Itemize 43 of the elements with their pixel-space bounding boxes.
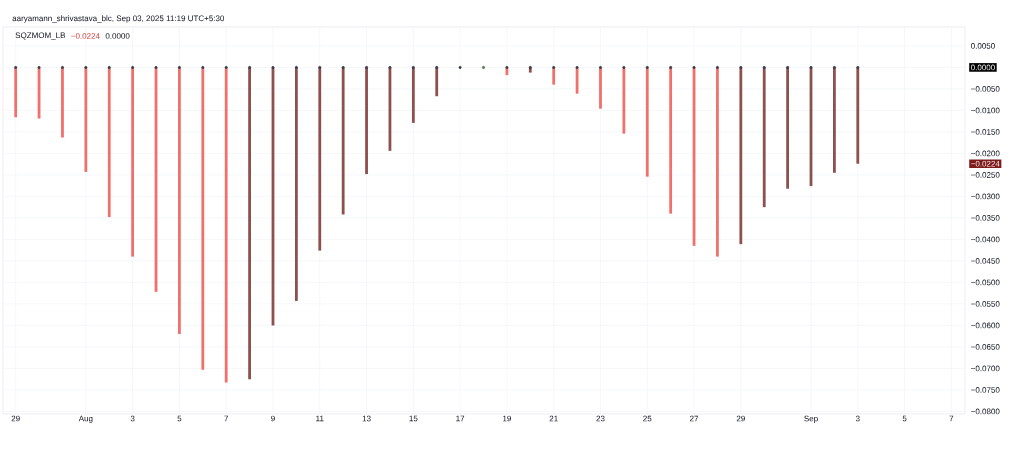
x-tick-label: 21 — [549, 415, 558, 422]
y-tick-label: −0.0150 — [971, 129, 1000, 135]
x-tick-label: 5 — [177, 415, 182, 422]
x-tick-label: Aug — [78, 415, 93, 423]
x-tick-label: 5 — [902, 415, 907, 422]
x-tick-label: 23 — [596, 415, 605, 422]
y-tick-label: −0.0550 — [971, 301, 1000, 307]
x-tick-label: 3 — [130, 415, 135, 422]
y-tick-label: −0.0350 — [971, 215, 1000, 221]
y-tick-label: −0.0500 — [971, 279, 1000, 286]
x-tick-label: 25 — [643, 415, 652, 422]
x-tick-label: 7 — [949, 415, 954, 422]
x-tick-label: 29 — [736, 415, 745, 422]
annotation: 0.0000 — [105, 33, 130, 39]
x-tick-label: Sep — [804, 415, 818, 423]
x-tick-label: 17 — [456, 415, 465, 422]
y-tick-label: −0.0800 — [971, 408, 1000, 415]
x-tick-label: 3 — [855, 415, 860, 422]
x-tick-label: 9 — [271, 415, 275, 422]
x-tick-label: 29 — [11, 415, 20, 422]
text: −0.0224 — [971, 160, 1000, 167]
y-tick-label: −0.0750 — [971, 387, 1000, 393]
y-tick-label: −0.0600 — [971, 322, 1000, 329]
y-tick-label: −0.0250 — [971, 172, 1000, 178]
x-tick-label: 7 — [224, 415, 229, 422]
x-tick-label: 11 — [316, 415, 324, 422]
y-tick-label: −0.0450 — [971, 258, 1000, 264]
y-tick-label: 0.0050 — [971, 43, 995, 49]
y-tick-label: −0.0650 — [971, 344, 1000, 350]
x-tick-label: 27 — [690, 415, 699, 422]
y-tick-label: −0.0400 — [971, 236, 1000, 243]
annotation: −0.0224 — [71, 33, 100, 39]
text: 0.0000 — [971, 64, 995, 71]
y-tick-label: −0.0300 — [971, 193, 1000, 200]
y-tick-label: −0.0100 — [971, 107, 1000, 114]
y-tick-label: −0.0700 — [971, 365, 1000, 372]
text: aaryamann_shrivastava_blc, Sep 03, 2025 11:19 UTC+5:30 — [12, 15, 225, 23]
y-tick-label: −0.0050 — [971, 86, 1000, 92]
x-tick-label: 19 — [503, 415, 511, 422]
text: SQZMOM_LB — [15, 32, 66, 40]
y-tick-label: −0.0200 — [971, 150, 1000, 157]
x-tick-label: 15 — [409, 415, 418, 422]
x-tick-label: 13 — [362, 415, 371, 422]
